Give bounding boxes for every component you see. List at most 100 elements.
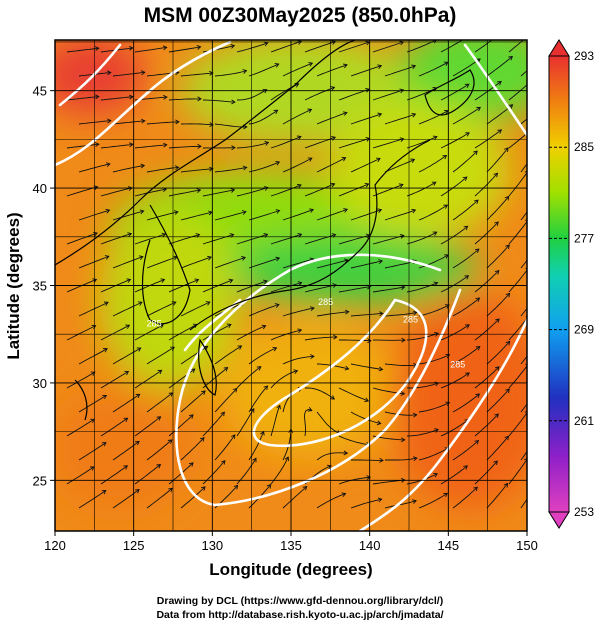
streamline	[474, 413, 499, 437]
streamline-arrow	[537, 338, 541, 342]
streamline-arrow	[443, 204, 449, 209]
streamline-arrow	[443, 492, 449, 497]
streamline	[338, 387, 369, 402]
streamline	[508, 365, 527, 389]
streamline-arrow	[504, 195, 510, 201]
streamline	[440, 83, 470, 101]
streamline-arrow	[137, 301, 143, 306]
streamline-arrow	[101, 442, 107, 447]
streamline-arrow	[433, 281, 439, 287]
streamline	[304, 336, 337, 341]
streamline	[474, 172, 498, 197]
streamline	[146, 392, 173, 413]
streamline	[316, 452, 348, 461]
streamline-arrow	[207, 255, 212, 261]
streamline	[350, 65, 382, 77]
streamline-arrow	[476, 58, 481, 63]
streamline-arrow	[173, 210, 179, 215]
streamline-arrow	[123, 417, 129, 422]
streamline	[180, 437, 205, 461]
streamline	[100, 96, 133, 101]
streamline-arrow	[252, 457, 257, 463]
streamline-arrow	[411, 64, 417, 70]
streamline-arrow	[89, 466, 95, 471]
streamline	[112, 256, 144, 269]
streamline-arrow	[104, 255, 110, 260]
streamline	[452, 486, 478, 509]
streamline-arrow	[125, 324, 131, 329]
streamline-arrow	[156, 463, 162, 469]
streamline-arrow	[378, 366, 384, 372]
streamline-arrow	[220, 411, 225, 417]
x-axis-label: Longitude (degrees)	[209, 560, 372, 579]
x-tick-label: 145	[437, 538, 459, 553]
streamline-arrow	[503, 482, 509, 488]
streamline	[248, 210, 280, 221]
streamline-arrow	[105, 208, 111, 214]
streamline	[384, 500, 417, 509]
streamline-arrow	[377, 497, 383, 503]
streamline-arrow	[529, 31, 533, 35]
streamline-arrow	[136, 347, 142, 352]
streamline-arrow	[473, 150, 478, 156]
streamline	[338, 435, 370, 446]
streamline	[440, 176, 468, 197]
streamline-arrow	[475, 393, 481, 398]
streamline	[440, 465, 468, 485]
streamline	[338, 41, 370, 53]
colorbar-ticks: 253 261 269 277 285 293	[549, 49, 594, 519]
streamline	[520, 355, 527, 365]
streamline	[440, 40, 463, 53]
streamline-arrow	[330, 182, 336, 188]
streamline-arrow	[307, 407, 313, 412]
streamline	[304, 284, 337, 293]
streamline-arrow	[297, 232, 303, 238]
streamline	[168, 324, 198, 341]
streamline	[384, 311, 417, 317]
streamline	[248, 109, 278, 125]
streamline-arrow	[399, 137, 405, 143]
streamline-arrow	[475, 297, 481, 302]
streamline-arrow	[201, 486, 206, 491]
streamline	[486, 293, 510, 317]
streamline-arrow	[230, 187, 236, 193]
streamline	[282, 209, 314, 221]
streamline	[418, 254, 449, 269]
streamline-arrow	[263, 279, 268, 285]
streamline	[214, 256, 246, 269]
streamline-arrow	[378, 259, 384, 265]
streamline-arrow	[536, 386, 540, 390]
streamline	[66, 143, 99, 149]
streamline-arrow	[411, 112, 417, 118]
streamline-arrow	[493, 172, 499, 178]
streamline	[282, 258, 314, 269]
streamline-arrow	[475, 345, 481, 351]
streamline	[350, 158, 381, 173]
streamline	[316, 64, 348, 77]
streamline-arrow	[476, 106, 482, 112]
streamline-arrow	[307, 157, 313, 162]
streamline	[146, 301, 176, 317]
streamline-arrow	[377, 208, 383, 213]
streamline-arrow	[241, 256, 247, 261]
streamline	[520, 403, 527, 413]
streamline	[520, 163, 527, 173]
streamline-arrow	[497, 80, 502, 86]
streamline-arrow	[263, 385, 269, 390]
streamline	[350, 498, 382, 509]
streamline-arrow	[494, 221, 499, 227]
streamline	[180, 486, 206, 509]
streamline-arrow	[297, 40, 303, 45]
streamline-arrow	[376, 420, 382, 426]
streamline	[168, 145, 202, 149]
streamline-arrow	[376, 157, 381, 163]
streamline	[418, 492, 448, 509]
streamline	[372, 138, 404, 149]
streamline-arrow	[296, 183, 302, 189]
streamline-arrow	[262, 89, 268, 94]
streamline	[134, 416, 161, 437]
streamline	[112, 210, 144, 221]
streamline-arrow	[103, 301, 109, 306]
streamline	[180, 390, 206, 413]
